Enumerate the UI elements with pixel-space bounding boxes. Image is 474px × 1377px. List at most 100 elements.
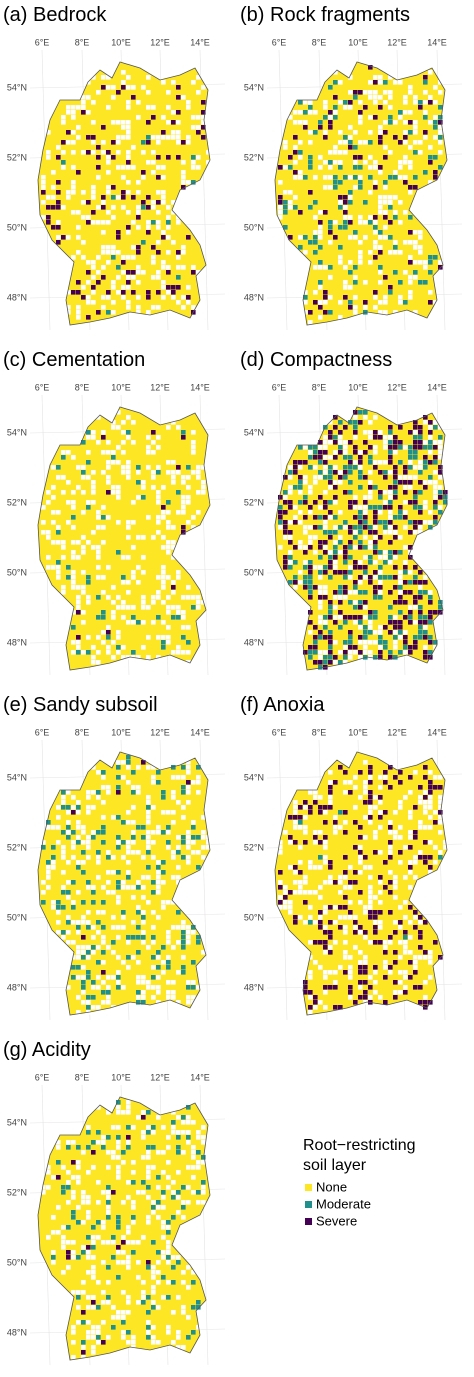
grid-cell	[76, 210, 81, 215]
grid-cell	[61, 235, 66, 240]
grid-cell	[318, 225, 323, 230]
grid-cell	[343, 790, 348, 795]
grid-cell	[156, 890, 161, 895]
grid-cell	[373, 100, 378, 105]
grid-cell	[101, 775, 106, 780]
grid-cell	[363, 450, 368, 455]
grid-cell	[373, 245, 378, 250]
grid-cell	[191, 470, 196, 475]
grid-cell	[106, 190, 111, 195]
grid-cell	[373, 590, 378, 595]
grid-cell	[191, 1305, 196, 1310]
grid-cell	[191, 985, 196, 990]
grid-cell	[101, 640, 106, 645]
grid-cell	[106, 595, 111, 600]
grid-cell	[126, 435, 131, 440]
grid-cell	[418, 595, 423, 600]
grid-cell	[131, 935, 136, 940]
grid-cell	[303, 565, 308, 570]
grid-cell	[81, 200, 86, 205]
grid-cell	[126, 225, 131, 230]
grid-cell	[383, 90, 388, 95]
grid-cell	[358, 175, 363, 180]
grid-cell	[293, 840, 298, 845]
grid-cell	[86, 1335, 91, 1340]
grid-cell	[328, 230, 333, 235]
grid-cell	[56, 575, 61, 580]
grid-cell	[398, 505, 403, 510]
grid-cell	[136, 990, 141, 995]
grid-cell	[86, 300, 91, 305]
grid-cell	[181, 140, 186, 145]
grid-cell	[393, 810, 398, 815]
grid-cell	[136, 825, 141, 830]
grid-cell	[201, 1185, 206, 1190]
grid-cell	[156, 880, 161, 885]
grid-cell	[86, 885, 91, 890]
grid-cell	[156, 1260, 161, 1265]
grid-cell	[308, 465, 313, 470]
grid-cell	[86, 1210, 91, 1215]
grid-cell	[106, 185, 111, 190]
grid-cell	[186, 285, 191, 290]
grid-cell	[398, 825, 403, 830]
grid-cell	[388, 200, 393, 205]
grid-cell	[131, 545, 136, 550]
grid-cell	[156, 140, 161, 145]
grid-cell	[121, 645, 126, 650]
grid-cell	[51, 825, 56, 830]
grid-cell	[111, 600, 116, 605]
grid-cell	[368, 815, 373, 820]
grid-cell	[126, 1240, 131, 1245]
grid-cell	[106, 295, 111, 300]
grid-cell	[166, 500, 171, 505]
grid-cell	[46, 490, 51, 495]
grid-cell	[408, 865, 413, 870]
grid-cell	[358, 995, 363, 1000]
grid-cell	[146, 1165, 151, 1170]
grid-cell	[403, 95, 408, 100]
grid-cell	[428, 510, 433, 515]
grid-cell	[86, 1170, 91, 1175]
grid-cell	[338, 595, 343, 600]
grid-cell	[283, 190, 288, 195]
grid-cell	[308, 585, 313, 590]
grid-cell	[408, 555, 413, 560]
grid-cell	[433, 640, 438, 645]
grid-cell	[41, 845, 46, 850]
grid-cell	[403, 475, 408, 480]
grid-cell	[408, 145, 413, 150]
grid-cell	[423, 995, 428, 1000]
lat-label: 54°N	[244, 772, 264, 782]
lon-label: 8°E	[312, 727, 327, 737]
grid-cell	[156, 135, 161, 140]
grid-cell	[126, 275, 131, 280]
grid-cell	[313, 550, 318, 555]
grid-cell	[146, 1320, 151, 1325]
grid-cell	[378, 200, 383, 205]
grid-cell	[378, 280, 383, 285]
grid-cell	[166, 1280, 171, 1285]
grid-cell	[318, 865, 323, 870]
grid-cell	[323, 905, 328, 910]
grid-cell	[413, 420, 418, 425]
lon-label: 10°E	[111, 1072, 131, 1082]
grid-cell	[161, 1275, 166, 1280]
grid-cell	[348, 570, 353, 575]
grid-cell	[388, 205, 393, 210]
grid-cell	[368, 95, 373, 100]
grid-cell	[116, 985, 121, 990]
grid-cell	[313, 650, 318, 655]
grid-cell	[81, 470, 86, 475]
grid-cell	[433, 115, 438, 120]
grid-cell	[166, 235, 171, 240]
grid-cell	[388, 455, 393, 460]
grid-cell	[423, 655, 428, 660]
grid-cell	[181, 1185, 186, 1190]
grid-cell	[403, 940, 408, 945]
grid-cell	[106, 440, 111, 445]
grid-cell	[423, 465, 428, 470]
grid-cell	[121, 1200, 126, 1205]
grid-cell	[398, 835, 403, 840]
grid-cell	[116, 1165, 121, 1170]
